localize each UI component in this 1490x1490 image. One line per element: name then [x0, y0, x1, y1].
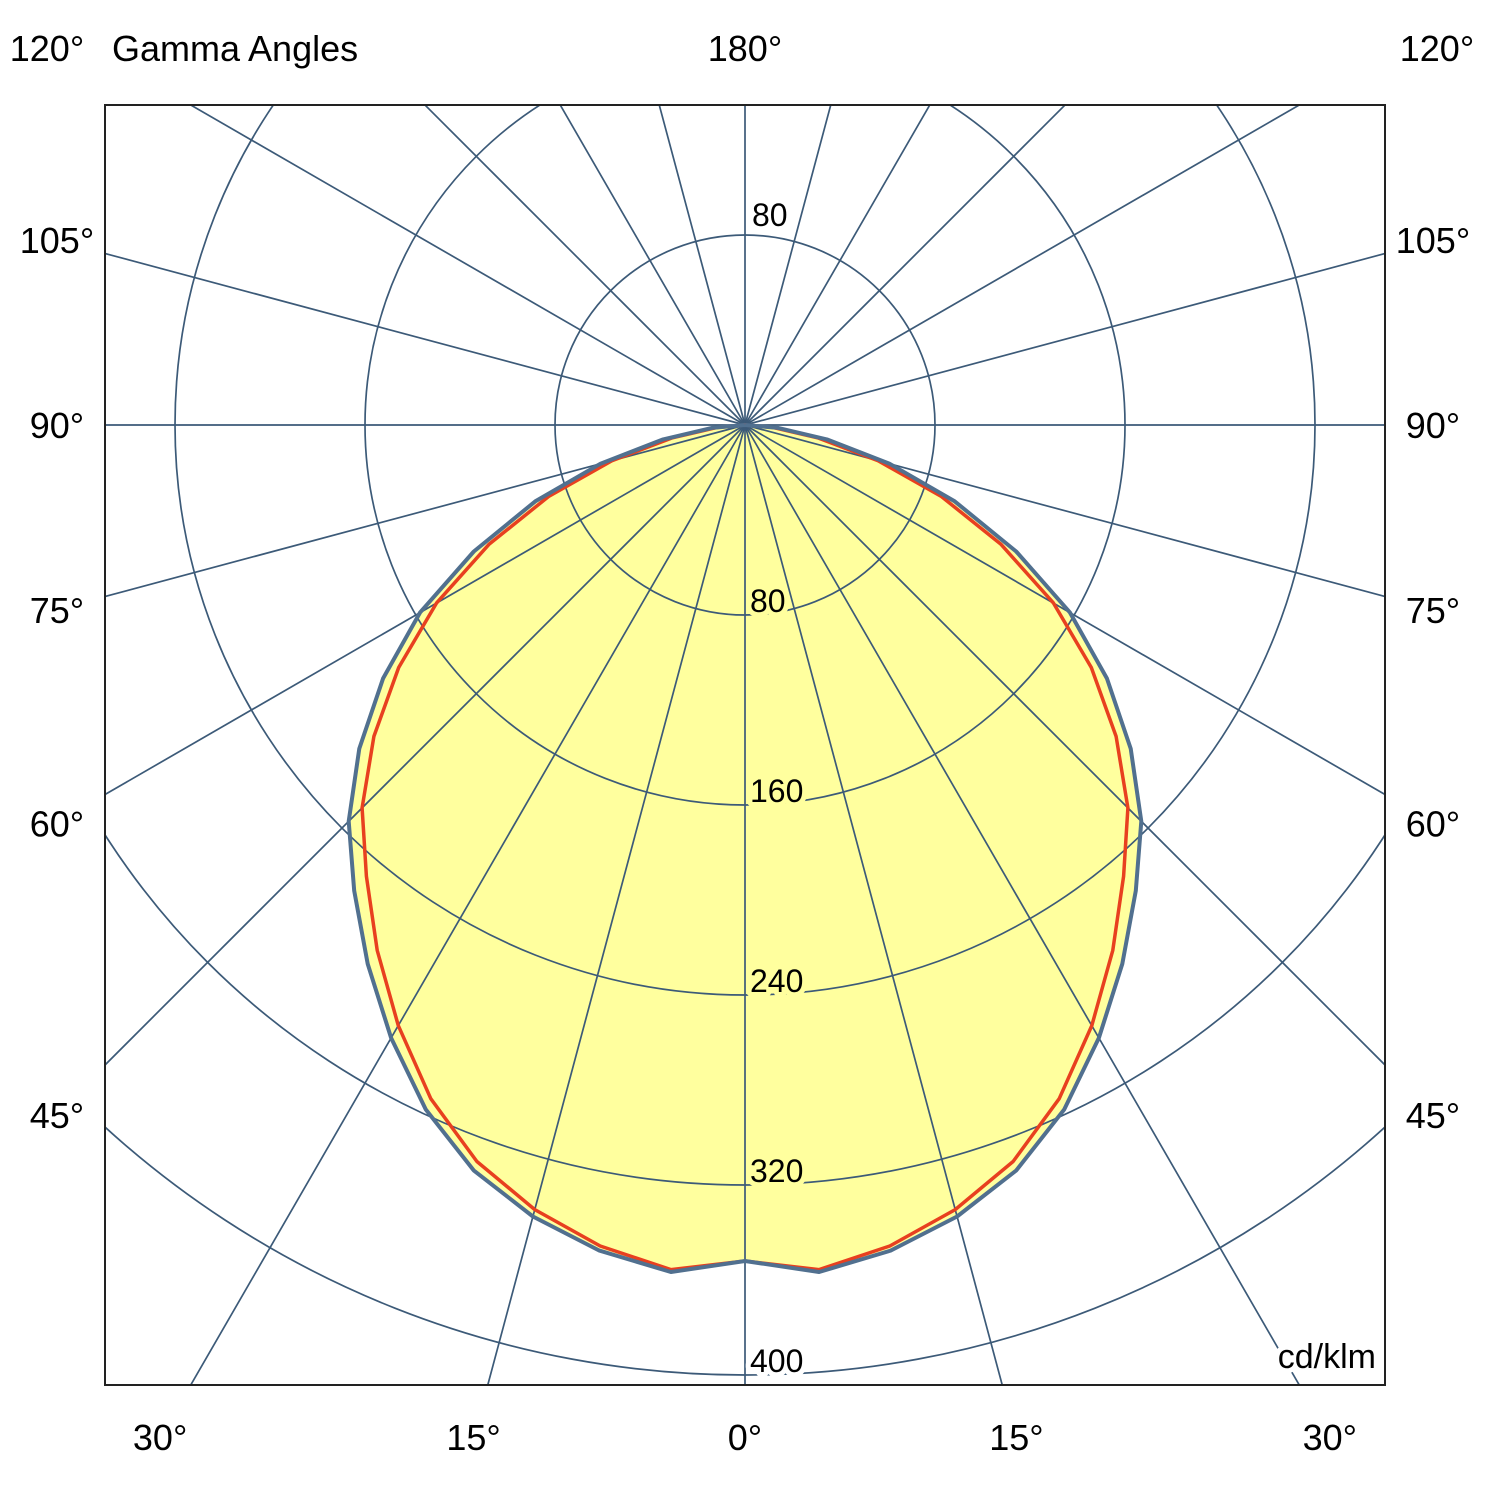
- grid-ray: [486, 424, 746, 1385]
- angle-label-bottom: 15°: [989, 1417, 1043, 1458]
- angle-label-left: 75°: [30, 590, 84, 631]
- grid-ray: [744, 105, 1067, 426]
- grid-ray: [744, 424, 1004, 1385]
- radial-label-top: 80: [752, 197, 788, 233]
- grid-ray: [744, 252, 1385, 426]
- angle-label-left: 45°: [30, 1095, 84, 1136]
- angle-label-left: 60°: [30, 803, 84, 844]
- angle-label-bottom: 30°: [1303, 1417, 1357, 1458]
- radial-label: 400: [750, 1343, 803, 1379]
- grid-ray: [744, 424, 1301, 1385]
- unit-label: cd/klm: [1278, 1338, 1376, 1376]
- angle-label-right: 75°: [1406, 590, 1460, 631]
- angle-label-left: 105°: [20, 220, 94, 261]
- grid-ray: [744, 105, 832, 426]
- grid-ray: [744, 424, 1385, 1067]
- angle-label-bottom: 30°: [133, 1417, 187, 1458]
- plot-border: [104, 104, 1386, 1386]
- grid-ray: [189, 105, 746, 426]
- angle-label-bottom: 0°: [728, 1417, 762, 1458]
- angle-label-left: 90°: [30, 405, 84, 446]
- angle-label-right: 60°: [1406, 803, 1460, 844]
- chart-title: Gamma Angles: [112, 28, 358, 69]
- angle-label-bottom: 15°: [446, 1417, 500, 1458]
- grid-ray: [559, 105, 746, 426]
- grid-ray: [744, 424, 1385, 796]
- angle-label-top-right: 120°: [1400, 28, 1474, 69]
- grid-ray: [658, 105, 746, 426]
- grid-ray: [105, 252, 746, 426]
- angle-label-right: 45°: [1406, 1095, 1460, 1136]
- grid-ray: [744, 424, 1385, 598]
- grid-ray: [423, 105, 746, 426]
- angle-label-top-center: 180°: [708, 28, 782, 69]
- radial-label: 160: [750, 773, 803, 809]
- radial-label: 320: [750, 1153, 803, 1189]
- grid-ray: [105, 424, 746, 598]
- grid-ray: [105, 424, 746, 796]
- grid-ray: [744, 105, 931, 426]
- radial-label: 80: [750, 583, 786, 619]
- grid-ray: [189, 424, 746, 1385]
- angle-label-top-left: 120°: [10, 28, 84, 69]
- grid-ray: [744, 105, 1301, 426]
- blue-curve: [346, 423, 1144, 1274]
- angle-label-right: 105°: [1396, 220, 1470, 261]
- angle-label-right: 90°: [1406, 405, 1460, 446]
- radial-label: 240: [750, 963, 803, 999]
- grid-ray: [105, 424, 746, 1067]
